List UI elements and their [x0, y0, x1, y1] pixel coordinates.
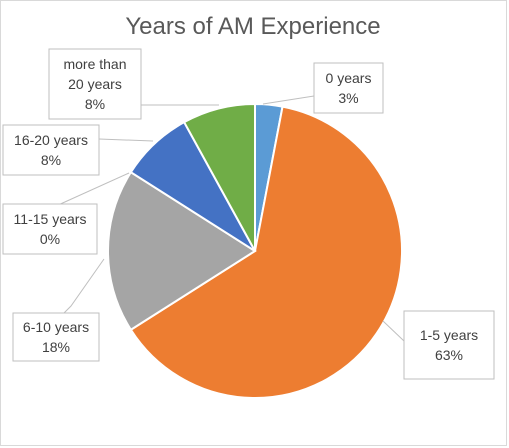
leader-line-0-years [262, 95, 315, 105]
data-label-category: 1-5 years [420, 327, 478, 343]
leader-line-11-15-years [55, 172, 130, 207]
leader-line-6-10-years [60, 258, 105, 317]
data-label-category: 16-20 years [14, 132, 88, 148]
leader-line-16-20-years [98, 138, 154, 142]
data-label-category: 6-10 years [23, 319, 89, 335]
data-label-percent: 8% [85, 96, 105, 112]
data-label-percent: 18% [42, 339, 70, 355]
data-label-percent: 8% [41, 152, 61, 168]
data-label-percent: 0% [40, 231, 60, 247]
data-label-16-20-years: 16-20 years 8% [2, 124, 100, 176]
data-labels: 0 years 3% 1-5 years 63% 6-10 years 18% 11-15 … [2, 48, 495, 380]
pie-slice-more-than-20-years [182, 102, 256, 252]
data-label-category: 11-15 years [14, 211, 87, 227]
leader-line-1-5-years [382, 320, 405, 342]
data-label-6-10-years: 6-10 years 18% [12, 312, 100, 362]
chart-title: Years of AM Experience [125, 13, 380, 40]
data-label-box [403, 310, 495, 380]
data-label-box [12, 312, 100, 362]
data-label-11-15-years: 11-15 years 0% [2, 203, 98, 255]
data-label-category: 0 years [326, 70, 372, 86]
data-label-box [313, 62, 384, 114]
pie-slice-1-5-years [129, 105, 403, 399]
pie-slices [107, 102, 403, 399]
data-label-percent: 3% [338, 90, 358, 106]
data-label-box [2, 203, 98, 255]
data-label-category: more than [63, 56, 126, 72]
data-label-more-than-20-years: more than 20 years 8% [48, 48, 142, 120]
data-label-percent: 63% [435, 347, 463, 363]
data-label-box [2, 124, 100, 176]
data-label-box [48, 48, 142, 120]
data-label-0-years: 0 years 3% [313, 62, 384, 114]
data-label-category: 20 years [68, 76, 122, 92]
data-label-1-5-years: 1-5 years 63% [403, 310, 495, 380]
pie-slice-6-10-years [107, 170, 257, 332]
